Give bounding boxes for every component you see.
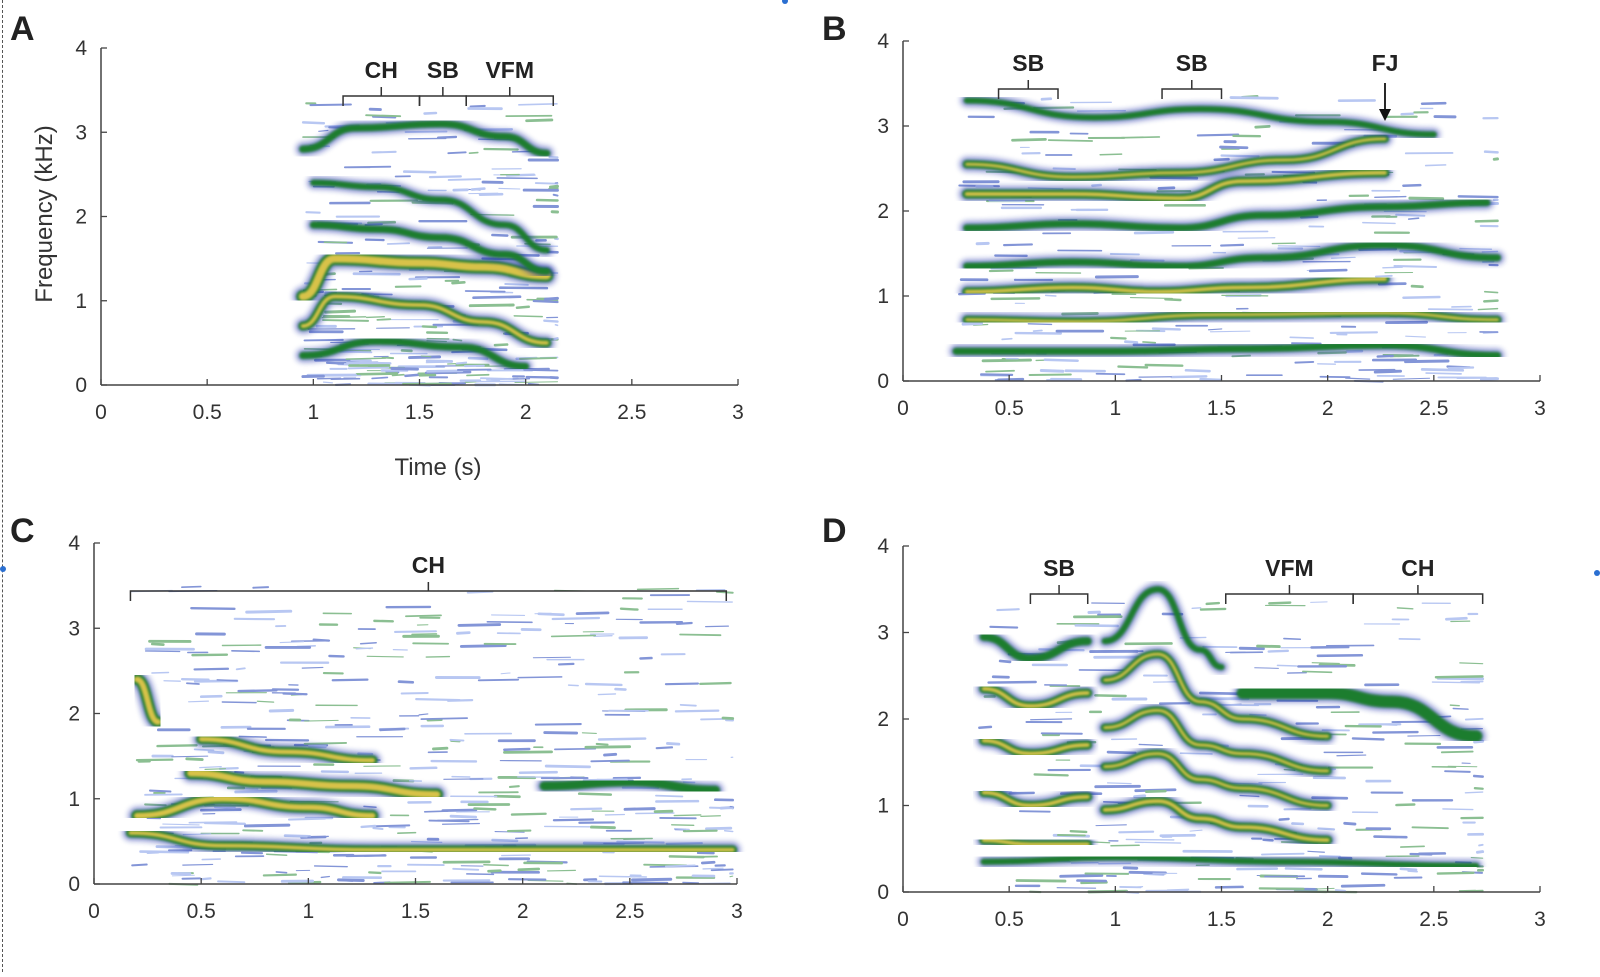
annotation-bracket: CH bbox=[130, 552, 726, 601]
panel-d: 0 0.5 1 1.5 2 2.5 3 0 1 2 3 4 SB VFM CH bbox=[877, 535, 1546, 931]
y-tick-label: 0 bbox=[877, 881, 889, 904]
x-tick-label: 0 bbox=[88, 900, 100, 923]
annotation-bracket: VFM bbox=[466, 57, 553, 106]
annotation-label: SB bbox=[1176, 50, 1208, 76]
annotation-label: SB bbox=[1043, 555, 1075, 581]
annotation-label: CH bbox=[412, 552, 445, 578]
y-tick-label: 4 bbox=[75, 37, 87, 60]
annotation-label: CH bbox=[365, 57, 398, 83]
x-tick-label: 3 bbox=[1534, 397, 1546, 420]
x-tick-label: 0.5 bbox=[995, 908, 1024, 931]
x-tick-label: 1 bbox=[1109, 908, 1121, 931]
edge-marker bbox=[0, 566, 6, 572]
annotation-label: SB bbox=[1012, 50, 1044, 76]
annotation-label: SB bbox=[427, 57, 459, 83]
x-tick-label: 2 bbox=[517, 900, 529, 923]
x-tick-label: 1.5 bbox=[1207, 397, 1236, 420]
panel-letter-b: B bbox=[822, 10, 847, 48]
x-tick-label: 0 bbox=[897, 908, 909, 931]
y-tick-label: 2 bbox=[877, 708, 889, 731]
x-tick-label: 0.5 bbox=[193, 401, 222, 424]
x-tick-label: 2.5 bbox=[1419, 397, 1448, 420]
y-tick-label: 0 bbox=[877, 370, 889, 393]
y-tick-label: 1 bbox=[75, 290, 87, 313]
annotation-label: CH bbox=[1401, 555, 1434, 581]
y-tick-label: 1 bbox=[877, 795, 889, 818]
x-tick-label: 1 bbox=[1109, 397, 1121, 420]
x-tick-label: 1 bbox=[302, 900, 314, 923]
x-tick-label: 2 bbox=[1322, 908, 1334, 931]
y-tick-label: 2 bbox=[68, 703, 80, 726]
harmonic-halo bbox=[967, 101, 1434, 135]
y-tick-label: 3 bbox=[68, 617, 80, 640]
x-tick-label: 1 bbox=[307, 401, 319, 424]
annotation-bracket: SB bbox=[1162, 50, 1221, 99]
panel-b: 0 0.5 1 1.5 2 2.5 3 0 1 2 3 4 SB SB FJ bbox=[877, 30, 1546, 420]
y-tick-label: 1 bbox=[68, 788, 80, 811]
panel-letter-c: C bbox=[10, 512, 35, 550]
x-tick-label: 3 bbox=[1534, 908, 1546, 931]
x-axis-label: Time (s) bbox=[394, 454, 481, 481]
y-tick-label: 1 bbox=[877, 285, 889, 308]
x-tick-label: 2 bbox=[520, 401, 532, 424]
y-tick-label: 2 bbox=[75, 206, 87, 229]
annotation-bracket: CH bbox=[343, 57, 419, 106]
panel-c: 0 0.5 1 1.5 2 2.5 3 0 1 2 3 4 CH bbox=[68, 532, 743, 923]
y-tick-label: 3 bbox=[877, 115, 889, 138]
x-tick-label: 1.5 bbox=[401, 900, 430, 923]
y-tick-label: 2 bbox=[877, 200, 889, 223]
y-tick-label: 4 bbox=[877, 30, 889, 53]
x-tick-label: 0.5 bbox=[995, 397, 1024, 420]
y-tick-label: 4 bbox=[68, 532, 80, 555]
y-tick-label: 0 bbox=[68, 873, 80, 896]
y-tick-label: 4 bbox=[877, 535, 889, 558]
annotation-bracket: SB bbox=[1030, 555, 1087, 604]
annotation-bracket: CH bbox=[1353, 555, 1483, 604]
annotation-bracket: SB bbox=[999, 50, 1058, 99]
panel-letter-a: A bbox=[10, 10, 35, 48]
x-tick-label: 2.5 bbox=[615, 900, 644, 923]
annotation-bracket: SB bbox=[420, 57, 467, 106]
panel-a: 0 0.5 1 1.5 2 2.5 3 0 1 2 3 4 CH SB VFM bbox=[75, 37, 744, 424]
y-tick-label: 3 bbox=[75, 121, 87, 144]
annotation-label: VFM bbox=[485, 57, 534, 83]
x-tick-label: 1.5 bbox=[1207, 908, 1236, 931]
x-tick-label: 1.5 bbox=[405, 401, 434, 424]
annotation-arrow: FJ bbox=[1372, 50, 1399, 121]
y-axis-label: Frequency (kHz) bbox=[31, 125, 58, 302]
x-tick-label: 3 bbox=[732, 401, 744, 424]
x-tick-label: 0.5 bbox=[187, 900, 216, 923]
x-tick-label: 2.5 bbox=[1419, 908, 1448, 931]
panel-letter-d: D bbox=[822, 512, 847, 550]
x-tick-label: 2 bbox=[1322, 397, 1334, 420]
annotation-bracket: VFM bbox=[1226, 555, 1353, 604]
figure-left-border bbox=[2, 0, 3, 972]
x-tick-label: 0 bbox=[897, 397, 909, 420]
x-tick-label: 2.5 bbox=[617, 401, 646, 424]
annotation-label: VFM bbox=[1265, 555, 1314, 581]
edge-marker bbox=[1594, 570, 1600, 576]
x-tick-label: 0 bbox=[95, 401, 107, 424]
y-tick-label: 3 bbox=[877, 622, 889, 645]
x-tick-label: 3 bbox=[731, 900, 743, 923]
y-tick-label: 0 bbox=[75, 374, 87, 397]
annotation-label: FJ bbox=[1372, 50, 1399, 76]
